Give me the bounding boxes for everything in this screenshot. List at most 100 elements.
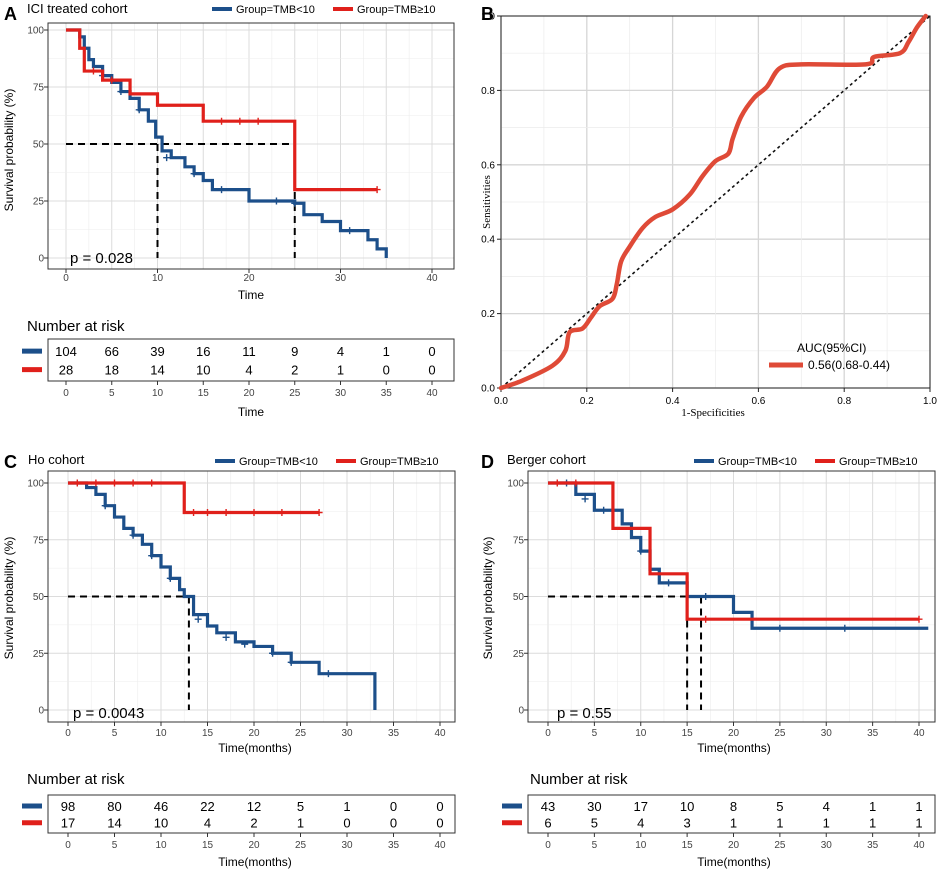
risk-frame-c: [47, 794, 456, 834]
km-plot-d: 0 5 10 15 20 25 30 35 40 0 25 50 75 100 p = 0.55: [507, 470, 936, 739]
censor-mark-high-a: [89, 67, 97, 75]
censor-mark-low-c: [287, 658, 295, 666]
risk-count-c: 0: [343, 816, 350, 831]
censor-mark-low-d: [841, 624, 849, 632]
x-tick-label-d: 20: [728, 728, 740, 739]
risk-count-c: 0: [436, 816, 443, 831]
survival-curve-low-a: [66, 28, 388, 258]
risk-count-c: 98: [61, 799, 75, 814]
legend-label-high-a: Group=TMB≥10: [357, 4, 436, 16]
risk-tick-label-d: 20: [728, 840, 740, 851]
censor-mark-high-a: [373, 186, 381, 194]
risk-tick-label-d: 0: [545, 840, 551, 851]
risk-tick-label-a: 0: [63, 388, 69, 399]
censor-mark-low-c: [324, 670, 332, 678]
x-tick-label-d: 40: [913, 728, 925, 739]
censor-mark-high-c: [222, 509, 230, 517]
risk-count-a: 4: [337, 344, 344, 359]
plot-title-d: Berger cohort: [507, 452, 586, 467]
x-tick-label-a: 20: [243, 273, 255, 284]
x-tick-label-c: 40: [434, 728, 446, 739]
risk-x-label-a: Time: [238, 405, 265, 419]
risk-count-d: 1: [776, 816, 783, 831]
risk-tick-label-c: 0: [65, 840, 71, 851]
roc-y-tick-label: 0.4: [481, 235, 495, 246]
panel-d: D Berger cohort Group=TMB<10 Group=TMB≥1…: [481, 452, 936, 869]
risk-count-a: 0: [383, 363, 390, 378]
x-tick-label-c: 10: [155, 728, 167, 739]
censor-mark-high-a: [254, 117, 262, 125]
risk-count-a: 16: [196, 344, 210, 359]
roc-legend-title: AUC(95%CI): [797, 341, 866, 355]
x-tick-label-c: 25: [295, 728, 307, 739]
x-tick-label-d: 30: [821, 728, 833, 739]
survival-curve-high-a: [66, 28, 378, 192]
x-tick-label-d: 0: [545, 728, 551, 739]
censor-mark-low-c: [129, 531, 137, 539]
risk-tick-label-c: 20: [248, 840, 260, 851]
censor-mark-high-c: [92, 479, 100, 487]
plot-title-c: Ho cohort: [28, 452, 85, 467]
risk-frame-a: [47, 338, 455, 382]
risk-tick-label-c: 30: [341, 840, 353, 851]
risk-count-a: 14: [150, 363, 164, 378]
roc-y-tick-label: 0.8: [481, 86, 495, 97]
panel-label-c: C: [4, 452, 17, 472]
risk-tick-label-c: 25: [295, 840, 307, 851]
censor-mark-low-c: [194, 615, 202, 623]
x-tick-label-a: 40: [426, 273, 438, 284]
censor-mark-low-c: [101, 502, 109, 510]
survival-curve-high-d: [548, 481, 919, 621]
risk-count-d: 1: [823, 816, 830, 831]
censor-mark-low-a: [346, 227, 354, 235]
risk-tick-label-a: 10: [152, 388, 164, 399]
risk-count-d: 10: [680, 799, 694, 814]
risk-count-d: 17: [634, 799, 648, 814]
risk-tick-label-d: 30: [821, 840, 833, 851]
x-tick-label-a: 30: [335, 273, 347, 284]
risk-tick-label-d: 5: [592, 840, 598, 851]
censor-mark-high-c: [111, 479, 118, 487]
censor-mark-high-d: [553, 479, 561, 487]
censor-mark-high-d: [915, 615, 923, 623]
risk-count-c: 4: [204, 816, 211, 831]
risk-tick-label-d: 35: [867, 840, 879, 851]
x-tick-label-c: 0: [65, 728, 71, 739]
risk-title-a: Number at risk: [27, 318, 125, 335]
survival-curve-low-c: [68, 481, 377, 710]
x-tick-label-a: 10: [152, 273, 164, 284]
x-axis-label-d: Time(months): [697, 741, 771, 755]
y-axis-label-b: Sensitivities: [481, 175, 493, 229]
y-axis-label-d: Survival probability (%): [481, 537, 495, 660]
p-value-c: p = 0.0043: [73, 705, 144, 722]
x-tick-label-c: 5: [112, 728, 118, 739]
risk-tick-label-c: 40: [434, 840, 446, 851]
risk-tick-label-a: 30: [335, 388, 347, 399]
censor-mark-high-a: [218, 117, 226, 125]
x-tick-label-d: 10: [635, 728, 647, 739]
risk-count-c: 2: [250, 816, 257, 831]
risk-tick-label-a: 40: [426, 388, 438, 399]
risk-count-d: 6: [544, 816, 551, 831]
roc-legend-entry: 0.56(0.68-0.44): [808, 358, 890, 372]
risk-count-a: 39: [150, 344, 164, 359]
risk-tick-label-c: 15: [202, 840, 214, 851]
censor-mark-low-d: [581, 495, 589, 503]
risk-tick-label-d: 15: [682, 840, 694, 851]
risk-count-a: 0: [428, 344, 435, 359]
roc-x-tick-label: 1.0: [923, 396, 937, 407]
x-tick-label-c: 15: [202, 728, 214, 739]
x-tick-label-d: 15: [682, 728, 694, 739]
risk-count-c: 1: [297, 816, 304, 831]
roc-y-tick-label: 0.0: [481, 384, 495, 395]
censor-mark-low-a: [190, 170, 198, 178]
y-tick-label-d: 50: [513, 592, 525, 603]
risk-count-d: 5: [591, 816, 598, 831]
risk-count-d: 1: [915, 816, 922, 831]
panel-label-a: A: [4, 4, 17, 24]
censor-mark-high-a: [108, 76, 116, 84]
y-tick-label-a: 25: [33, 197, 45, 208]
censor-mark-low-c: [148, 552, 156, 560]
censor-mark-low-c: [241, 640, 249, 648]
censor-mark-high-c: [129, 479, 137, 487]
